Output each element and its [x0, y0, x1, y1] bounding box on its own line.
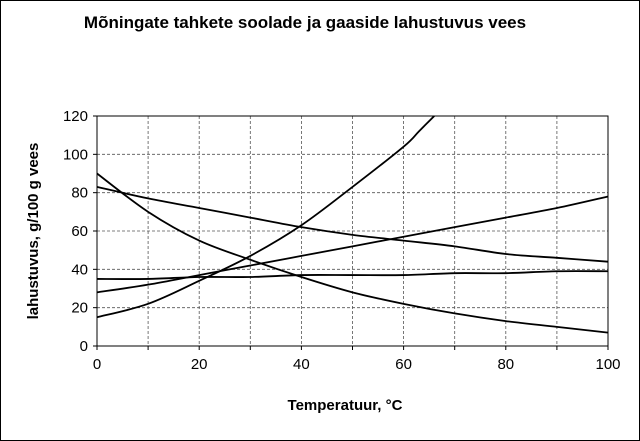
- y-tick-label: 120: [63, 108, 88, 125]
- series-line-4: [96, 172, 609, 334]
- series-line-3: [96, 186, 609, 263]
- x-tick-labels: 0 20 40 60 80 100: [93, 356, 621, 373]
- x-axis-label: Temperatuur, °C: [288, 397, 403, 414]
- grid-lines: [93, 115, 609, 350]
- y-tick-label: 40: [71, 261, 88, 278]
- y-tick-label: 100: [63, 146, 88, 163]
- x-tick-label: 60: [395, 356, 412, 373]
- series-line-1: [96, 115, 435, 319]
- x-tick-label: 0: [93, 356, 101, 373]
- y-tick-labels: 0 20 40 60 80 100 120: [63, 108, 88, 355]
- y-tick-label: 20: [71, 300, 88, 317]
- series-lines: [96, 115, 609, 334]
- y-tick-label: 80: [71, 185, 88, 202]
- series-line-5: [96, 270, 609, 280]
- x-tick-label: 40: [293, 356, 310, 373]
- chart-title: Mõningate tahkete soolade ja gaaside lah…: [83, 13, 527, 32]
- x-tick-label: 100: [595, 356, 620, 373]
- x-tick-label: 80: [497, 356, 514, 373]
- plot-area: [96, 115, 609, 347]
- y-tick-label: 0: [80, 338, 88, 355]
- x-tick-label: 20: [191, 356, 208, 373]
- y-tick-label: 60: [71, 223, 88, 240]
- y-axis-label: lahustuvus, g/100 g vees: [25, 143, 42, 320]
